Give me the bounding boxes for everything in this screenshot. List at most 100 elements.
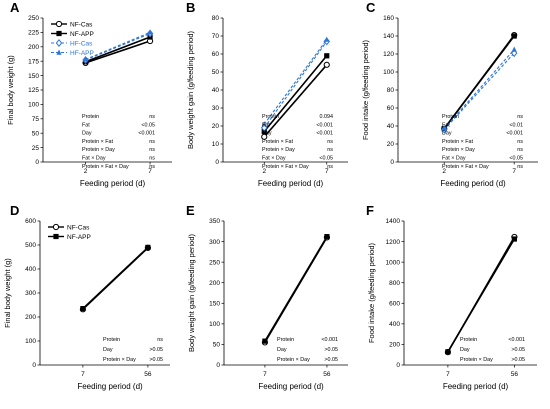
stat-term: Protein × Day xyxy=(277,357,310,363)
stat-term: Protein × Day xyxy=(103,357,136,363)
y-tick-label: 60 xyxy=(212,51,220,58)
stat-term: Protein × Day xyxy=(82,147,115,153)
y-tick-label: 50 xyxy=(32,130,40,137)
stat-term: Protein xyxy=(103,337,120,343)
stat-value: >0.05 xyxy=(324,357,338,363)
panel-c: C 0 20 40 60 80 100 120 140 160 2 7 Feeding period (… xyxy=(361,0,538,188)
y-tick-label: 60 xyxy=(387,105,395,112)
stat-term: Protein × Fat × Day xyxy=(262,164,309,170)
stat-value: ns xyxy=(149,164,155,170)
legend-label: HF-Cas xyxy=(70,40,93,47)
y-tick-label: 300 xyxy=(209,239,220,246)
y-tick-label: 600 xyxy=(25,218,36,225)
series-line-nf-cas xyxy=(263,64,328,138)
stat-term: Protein xyxy=(277,337,294,343)
x-tick-label: 2 xyxy=(262,168,266,175)
y-tick-label: 400 xyxy=(25,266,36,273)
data-point-nf-app xyxy=(145,244,151,250)
stat-term: Protein × Day xyxy=(460,357,493,363)
series-line-nf-cas xyxy=(85,40,151,64)
legend-marker xyxy=(56,30,62,37)
y-tick-label: 500 xyxy=(25,242,36,249)
stat-term: Protein × Day xyxy=(442,147,475,153)
stat-term: Protein xyxy=(460,337,477,343)
y-tick-label: 0 xyxy=(215,159,219,166)
y-tick-label: 100 xyxy=(209,321,220,328)
stat-value: <0.001 xyxy=(138,131,155,137)
x-tick-label: 56 xyxy=(511,371,519,378)
stat-term: Fat xyxy=(442,122,450,128)
legend-marker xyxy=(53,233,59,240)
stat-term: Protein × Day xyxy=(262,147,295,153)
y-tick-label: 300 xyxy=(25,290,36,297)
y-tick-label: 40 xyxy=(212,87,220,94)
stat-term: Day xyxy=(82,131,92,137)
series-line-nf-app xyxy=(85,36,151,63)
series-line-nf-app xyxy=(82,246,149,310)
stat-value: ns xyxy=(149,147,155,153)
legend-marker xyxy=(55,39,63,47)
y-tick-label: 800 xyxy=(389,280,400,287)
panel-letter: A xyxy=(10,0,20,15)
stat-value: <0.001 xyxy=(316,131,333,137)
y-tick-label: 250 xyxy=(28,15,39,22)
stat-term: Protein × Fat × Day xyxy=(82,164,129,170)
stat-value: <0.001 xyxy=(321,337,338,343)
stat-term: Protein xyxy=(82,114,99,120)
y-tick-label: 50 xyxy=(212,69,220,76)
y-tick-label: 80 xyxy=(212,15,220,22)
y-tick-label: 25 xyxy=(32,145,40,152)
stat-value: >0.05 xyxy=(149,357,163,363)
stat-term: Fat xyxy=(262,122,270,128)
x-tick-label: 7 xyxy=(148,168,152,175)
y-tick-label: 100 xyxy=(383,69,394,76)
data-point-nf-app xyxy=(445,349,451,355)
stat-term: Protein × Fat xyxy=(82,139,114,145)
stat-value: <0.05 xyxy=(319,156,333,162)
stat-value: ns xyxy=(149,156,155,162)
legend-label: NF-Cas xyxy=(70,21,93,28)
stat-value: >0.05 xyxy=(511,357,525,363)
legend-marker xyxy=(55,20,63,28)
series-line-hf-cas xyxy=(85,33,151,61)
panel-letter: B xyxy=(186,0,195,15)
data-point-nf-app xyxy=(324,53,330,59)
stat-value: 0.094 xyxy=(320,114,334,120)
y-tick-label: 250 xyxy=(209,259,220,266)
stat-value: ns xyxy=(149,139,155,145)
data-point-nf-app xyxy=(262,338,268,344)
stat-value: ns xyxy=(517,164,523,170)
legend-label: HF-APP xyxy=(70,50,94,57)
data-point-nf-app xyxy=(324,234,330,240)
series-line-hf-cas xyxy=(443,52,515,130)
y-tick-label: 80 xyxy=(387,87,395,94)
y-tick-label: 350 xyxy=(209,218,220,225)
x-tick-label: 7 xyxy=(263,371,267,378)
y-tick-label: 1000 xyxy=(386,259,401,266)
stat-value: <0.05 xyxy=(141,122,155,128)
x-tick-label: 7 xyxy=(325,168,329,175)
stat-value: <0.001 xyxy=(506,131,523,137)
y-tick-label: 50 xyxy=(213,342,221,349)
series-line-hf-app xyxy=(263,39,328,125)
stat-term: Day xyxy=(262,131,272,137)
stat-term: Day xyxy=(460,347,470,353)
data-point-nf-app xyxy=(511,236,517,242)
stat-value: ns xyxy=(517,147,523,153)
data-point-nf-cas xyxy=(323,61,330,68)
y-tick-label: 0 xyxy=(216,362,220,369)
stat-term: Fat × Day xyxy=(442,156,466,162)
panel-letter: D xyxy=(10,203,19,218)
data-point-hf-app xyxy=(441,125,447,131)
panel-letter: F xyxy=(366,203,374,218)
stat-term: Day xyxy=(277,347,287,353)
stat-term: Protein xyxy=(262,114,279,120)
y-axis-label: Body weight gain (g/feeding period) xyxy=(187,234,196,352)
data-point-hf-app xyxy=(324,36,330,42)
x-tick-label: 2 xyxy=(442,168,446,175)
series-line-hf-app xyxy=(85,31,151,60)
y-axis-label: Body weight gain (g/feeding period) xyxy=(186,31,195,149)
